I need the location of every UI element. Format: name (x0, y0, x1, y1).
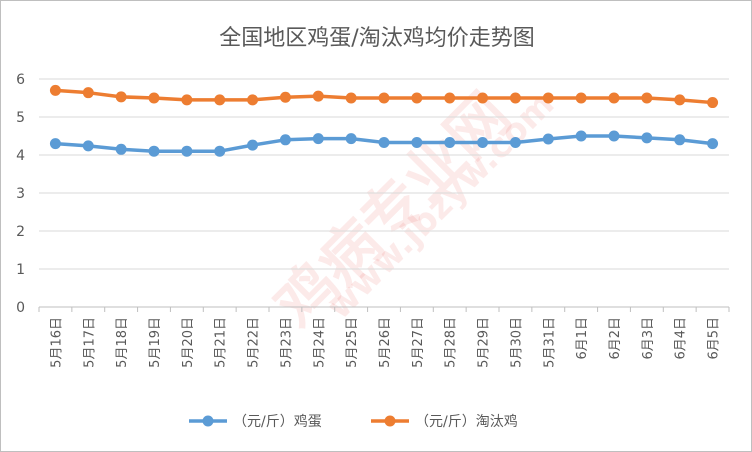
x-axis: 5月16日 5月17日 5月18日 5月19日 5月20日 5月21日 5月22日 5月23日… (38, 307, 730, 368)
data-point (707, 97, 719, 109)
x-tick-label: 6月4日 (674, 317, 689, 360)
y-tick-label: 3 (16, 186, 25, 202)
data-point (608, 130, 620, 142)
legend: （元/斤）鸡蛋 （元/斤）淘汰鸡 (189, 413, 518, 430)
x-tick-label: 5月26日 (378, 317, 393, 368)
data-point (641, 92, 653, 104)
data-point (214, 145, 226, 157)
data-point (444, 92, 456, 104)
x-tick-label: 6月5日 (707, 317, 722, 360)
x-tick-label: 5月18日 (115, 317, 130, 368)
data-point (345, 92, 357, 104)
data-point (148, 145, 160, 157)
data-point (247, 139, 259, 151)
legend-item-1: （元/斤）鸡蛋 (189, 413, 322, 430)
y-tick-label: 5 (16, 110, 25, 126)
data-point (247, 94, 259, 106)
watermark-text: 鸡病专业网 (262, 80, 524, 342)
data-point (707, 138, 719, 150)
x-tick-label: 5月31日 (542, 317, 557, 368)
y-tick-label: 0 (16, 300, 25, 316)
data-point (82, 140, 94, 152)
chart-title: 全国地区鸡蛋/淘汰鸡均价走势图 (219, 26, 534, 51)
data-point (411, 92, 423, 104)
series-1 (49, 130, 719, 157)
data-point (411, 136, 423, 148)
x-tick-label: 6月2日 (608, 317, 623, 360)
data-point (279, 91, 291, 103)
x-tick-label: 5月22日 (247, 317, 262, 368)
x-tick-label: 5月27日 (411, 317, 426, 368)
x-tick-label: 6月3日 (641, 317, 656, 360)
x-tick-label: 5月21日 (214, 317, 229, 368)
legend-label: （元/斤）淘汰鸡 (415, 413, 518, 430)
x-tick-label: 5月29日 (477, 317, 492, 368)
y-tick-label: 2 (16, 224, 25, 240)
data-point (674, 134, 686, 146)
data-point (378, 136, 390, 148)
data-point (49, 84, 61, 96)
x-tick-label: 5月30日 (509, 317, 524, 368)
series-layer (49, 84, 719, 157)
x-tick-label: 5月28日 (444, 317, 459, 368)
x-tick-label: 5月16日 (49, 317, 64, 368)
data-point (575, 92, 587, 104)
legend-label: （元/斤）鸡蛋 (233, 413, 322, 430)
data-point (181, 94, 193, 106)
legend-marker (384, 415, 396, 427)
data-point (641, 132, 653, 144)
x-tick-label: 5月19日 (148, 317, 163, 368)
y-tick-label: 6 (16, 72, 25, 88)
data-point (312, 133, 324, 145)
data-point (49, 138, 61, 150)
data-point (181, 145, 193, 157)
data-point (115, 91, 127, 103)
data-point (148, 92, 160, 104)
legend-marker (202, 415, 214, 427)
data-point (378, 92, 390, 104)
data-point (477, 136, 489, 148)
x-tick-label: 5月25日 (345, 317, 360, 368)
watermark: 鸡病专业网 www.jbzyw.com (262, 80, 562, 342)
data-point (115, 143, 127, 155)
data-point (608, 92, 620, 104)
data-point (575, 130, 587, 142)
x-tick-label: 5月20日 (181, 317, 196, 368)
x-tick-label: 5月17日 (82, 317, 97, 368)
data-point (674, 94, 686, 106)
data-point (312, 90, 324, 102)
data-point (345, 133, 357, 145)
data-point (542, 92, 554, 104)
x-tick-label: 5月23日 (279, 317, 294, 368)
data-point (477, 92, 489, 104)
y-tick-label: 4 (16, 148, 25, 164)
data-point (82, 87, 94, 99)
data-point (509, 92, 521, 104)
x-tick-label: 6月1日 (575, 317, 590, 360)
y-axis: 0 1 2 3 4 5 6 (16, 72, 25, 316)
data-point (542, 133, 554, 145)
data-point (444, 136, 456, 148)
series-2 (49, 84, 719, 109)
data-point (279, 134, 291, 146)
x-tick-label: 5月24日 (312, 317, 327, 368)
y-tick-label: 1 (16, 262, 25, 278)
data-point (509, 136, 521, 148)
grid (39, 78, 729, 308)
legend-item-2: （元/斤）淘汰鸡 (371, 413, 518, 430)
data-point (214, 94, 226, 106)
